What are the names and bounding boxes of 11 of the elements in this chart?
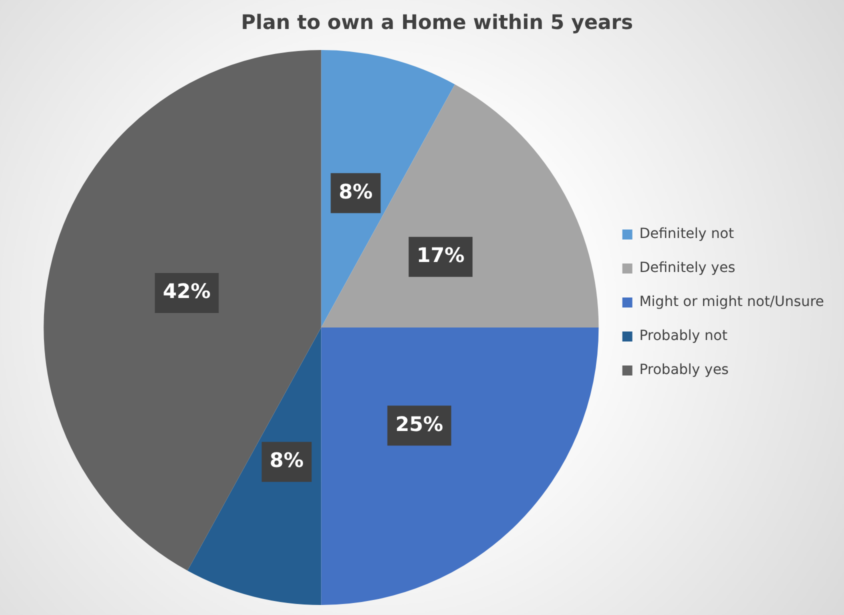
data-label: 25% <box>395 412 444 436</box>
legend-label: Definitely yes <box>639 260 736 276</box>
chart-title: Plan to own a Home within 5 years <box>240 10 634 34</box>
data-label: 17% <box>416 243 465 268</box>
data-label: 42% <box>162 279 211 304</box>
legend-label: Probably yes <box>639 362 729 378</box>
legend-label: Definitely not <box>639 226 734 242</box>
legend-label: Probably not <box>639 328 728 344</box>
data-label: 8% <box>270 448 304 472</box>
legend-label: Might or might not/Unsure <box>639 294 824 310</box>
data-label: 8% <box>338 179 373 204</box>
